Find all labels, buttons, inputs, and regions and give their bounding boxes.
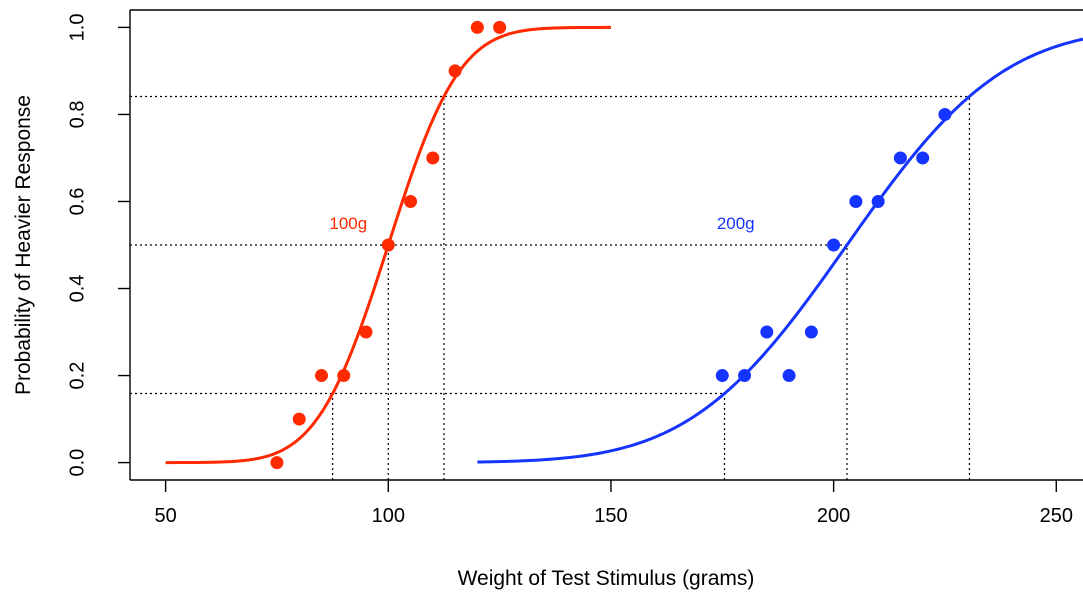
series-label: 200g bbox=[717, 214, 755, 233]
data-point bbox=[871, 194, 885, 208]
data-point bbox=[270, 456, 284, 470]
data-point bbox=[938, 107, 952, 121]
y-tick-label: 0.2 bbox=[66, 362, 88, 390]
data-point bbox=[827, 238, 841, 252]
data-point bbox=[337, 369, 351, 383]
series-labels: 100g 200g bbox=[329, 214, 754, 233]
x-tick-label: 150 bbox=[594, 505, 627, 527]
x-tick-label: 100 bbox=[372, 505, 405, 527]
data-point bbox=[804, 325, 818, 339]
data-point bbox=[893, 151, 907, 165]
data-point bbox=[715, 369, 729, 383]
data-point bbox=[381, 238, 395, 252]
data-point bbox=[738, 369, 752, 383]
data-point bbox=[916, 151, 930, 165]
data-point bbox=[760, 325, 774, 339]
axes: 50 100 150 200 250 0.0 0.2 0.4 0.6 0.8 1.0 bbox=[66, 9, 1083, 527]
data-point bbox=[426, 151, 440, 165]
x-tick-label: 250 bbox=[1040, 505, 1073, 527]
data-point bbox=[470, 20, 484, 34]
data-point bbox=[359, 325, 373, 339]
y-tick-label: 1.0 bbox=[66, 14, 88, 42]
y-axis-label: Probability of Heavier Response bbox=[12, 95, 35, 395]
y-tick-label: 0.8 bbox=[66, 101, 88, 129]
fit-curve bbox=[477, 37, 1083, 464]
data-points bbox=[270, 20, 952, 470]
x-tick-label: 50 bbox=[155, 505, 177, 527]
data-point bbox=[404, 194, 418, 208]
data-point bbox=[493, 20, 507, 34]
x-axis-label: Weight of Test Stimulus (grams) bbox=[458, 567, 755, 590]
series-label: 100g bbox=[329, 214, 367, 233]
reference-lines bbox=[130, 95, 971, 480]
fit-curves bbox=[165, 25, 1083, 465]
data-point bbox=[782, 369, 796, 383]
data-point bbox=[448, 64, 462, 78]
y-tick-label: 0.0 bbox=[66, 449, 88, 477]
y-tick-label: 0.4 bbox=[66, 275, 88, 303]
y-tick-label: 0.6 bbox=[66, 188, 88, 216]
data-point bbox=[314, 369, 328, 383]
data-point bbox=[849, 194, 863, 208]
data-point bbox=[292, 412, 306, 426]
x-tick-label: 200 bbox=[817, 505, 850, 527]
